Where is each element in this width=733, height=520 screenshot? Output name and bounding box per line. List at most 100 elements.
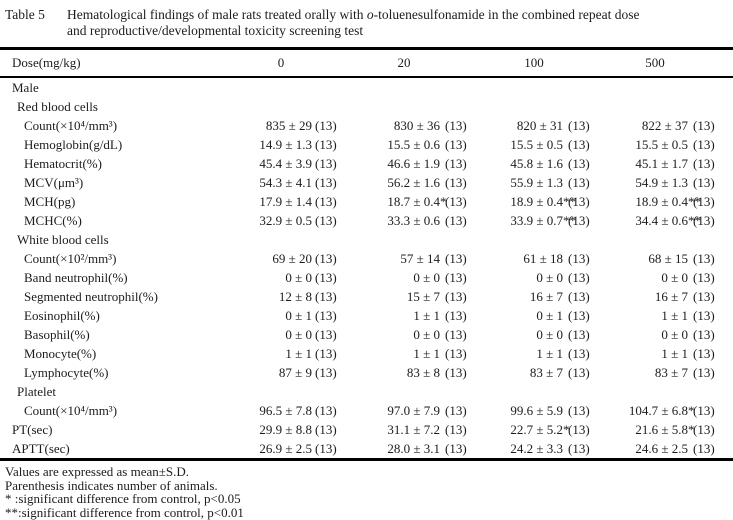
value-cell: [250, 230, 312, 249]
footnote-p005: * :significant difference from control, …: [5, 491, 241, 506]
value-cell: 18.9 ± 0.4**: [635, 194, 701, 209]
n-cell: [312, 77, 368, 97]
table-row: Band neutrophil(%) 0 ± 0 (13) 0 ± 0 (13) 0 ± …: [0, 268, 733, 287]
n-cell: (13): [445, 175, 467, 190]
value-cell: 55.9 ± 1.3: [510, 175, 563, 190]
value-cell: 0 ± 0: [413, 270, 440, 285]
value-cell: 54.3 ± 4.1: [259, 175, 312, 190]
value-cell: 15 ± 7: [406, 289, 440, 304]
n-cell: (13): [568, 308, 590, 323]
row-label: Band neutrophil(%): [24, 270, 128, 285]
value-cell: 83 ± 8: [406, 365, 440, 380]
n-cell: (13): [315, 289, 337, 304]
n-cell: [440, 77, 505, 97]
n-cell: (13): [693, 251, 715, 266]
caption-line1-post: -toluenesulfonamide in the combined repe…: [373, 7, 640, 22]
row-label: Red blood cells: [17, 99, 98, 114]
value-cell: 83 ± 7: [529, 365, 563, 380]
n-cell: (13): [315, 156, 337, 171]
caption-line2: and reproductive/developmental toxicity …: [67, 23, 364, 38]
value-cell: 18.7 ± 0.4*: [387, 194, 447, 209]
n-cell: (13): [445, 194, 467, 209]
table-row: Male: [0, 77, 733, 97]
n-cell: (13): [445, 137, 467, 152]
row-label: Male: [12, 80, 39, 95]
n-cell: (13): [693, 118, 715, 133]
n-cell: (13): [693, 289, 715, 304]
row-label: Platelet: [17, 384, 56, 399]
n-cell: (13): [315, 403, 337, 418]
value-cell: 17.9 ± 1.4: [259, 194, 312, 209]
value-cell: 0 ± 0: [661, 270, 688, 285]
value-cell: 1 ± 1: [413, 308, 440, 323]
value-cell: [505, 382, 563, 401]
n-cell: [440, 97, 505, 116]
value-cell: 0 ± 0: [536, 270, 563, 285]
n-cell: (13): [568, 156, 590, 171]
dose-column-20: 20: [368, 50, 505, 78]
table-row: Count(×10⁴/mm³) 96.5 ± 7.8 (13) 97.0 ± 7.9(…: [0, 401, 733, 420]
value-cell: 26.9 ± 2.5: [259, 441, 312, 456]
value-cell: [250, 77, 312, 97]
dose-column-0: 0: [250, 50, 368, 78]
n-cell: [688, 97, 733, 116]
value-cell: [250, 97, 312, 116]
value-cell: [368, 77, 440, 97]
value-cell: 57 ± 14: [400, 251, 440, 266]
n-cell: (13): [693, 327, 715, 342]
table-row: Monocyte(%) 1 ± 1 (13) 1 ± 1 (13) 1 ± 1 (13) 1 …: [0, 344, 733, 363]
table-row: MCHC(%) 32.9 ± 0.5 (13) 33.3 ± 0.6 (13) 33.9 …: [0, 211, 733, 230]
value-cell: 32.9 ± 0.5: [259, 213, 312, 228]
value-cell: 0 ± 0: [285, 327, 312, 342]
n-cell: (13): [445, 213, 467, 228]
value-cell: 0 ± 0: [536, 327, 563, 342]
value-cell: [622, 382, 688, 401]
row-label: Segmented neutrophil(%): [24, 289, 158, 304]
row-label: MCH(pg): [24, 194, 76, 209]
dose-column-100: 100: [505, 50, 622, 78]
data-table-wrapper: Dose(mg/kg) 0 20 100 500 Male Red blood c…: [0, 47, 733, 461]
table-row: White blood cells: [0, 230, 733, 249]
value-cell: 22.7 ± 5.2*: [510, 422, 570, 437]
value-cell: 12 ± 8: [278, 289, 312, 304]
value-cell: [622, 97, 688, 116]
n-cell: (13): [445, 403, 467, 418]
value-cell: 1 ± 1: [536, 346, 563, 361]
n-cell: [312, 382, 368, 401]
row-label: White blood cells: [17, 232, 109, 247]
value-cell: 0 ± 1: [536, 308, 563, 323]
n-cell: (13): [568, 194, 590, 209]
value-cell: [368, 230, 440, 249]
dose-header-label: Dose(mg/kg): [0, 50, 250, 78]
n-cell: (13): [693, 270, 715, 285]
table-row: Red blood cells: [0, 97, 733, 116]
row-label: Hematocrit(%): [24, 156, 102, 171]
value-cell: 15.5 ± 0.5: [635, 137, 688, 152]
n-cell: (13): [693, 137, 715, 152]
n-cell: (13): [445, 365, 467, 380]
n-cell: (13): [568, 175, 590, 190]
n-cell: [312, 97, 368, 116]
value-cell: 56.2 ± 1.6: [387, 175, 440, 190]
value-cell: 28.0 ± 3.1: [387, 441, 440, 456]
table-row: Count(×10²/mm³) 69 ± 20 (13) 57 ± 14 (13) 61 …: [0, 249, 733, 268]
n-cell: (13): [568, 346, 590, 361]
n-cell: (13): [315, 365, 337, 380]
value-cell: 46.6 ± 1.9: [387, 156, 440, 171]
value-cell: 61 ± 18: [523, 251, 563, 266]
table-caption: Table 5 Hematological findings of male r…: [0, 0, 733, 39]
n-cell: (13): [445, 441, 467, 456]
table-row: Basophil(%) 0 ± 0 (13) 0 ± 0 (13) 0 ± 0 (13) 0 …: [0, 325, 733, 344]
n-cell: (13): [568, 365, 590, 380]
value-cell: 45.4 ± 3.9: [259, 156, 312, 171]
value-cell: 96.5 ± 7.8: [259, 403, 312, 418]
row-label: MCV(μm³): [24, 175, 84, 190]
value-cell: 45.1 ± 1.7: [635, 156, 688, 171]
table-row: Platelet: [0, 382, 733, 401]
footnote-p001: **:significant difference from control, …: [5, 504, 244, 520]
table-row: Eosinophil(%) 0 ± 1 (13) 1 ± 1 (13) 0 ± 1 (13)…: [0, 306, 733, 325]
value-cell: 822 ± 37: [641, 118, 688, 133]
value-cell: [622, 230, 688, 249]
footnote-mean-sd: Values are expressed as mean±S.D.: [5, 464, 190, 479]
